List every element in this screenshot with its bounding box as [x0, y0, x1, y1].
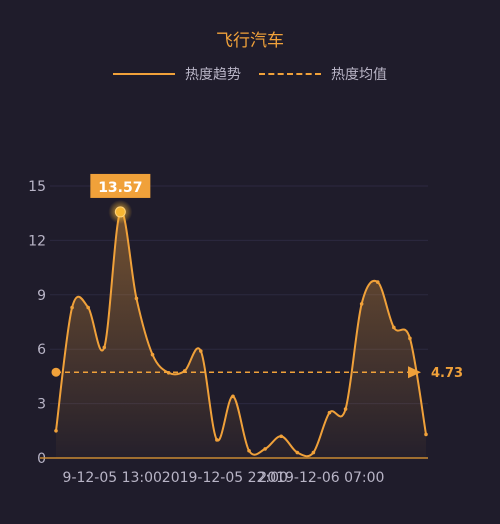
- y-tick-label: 9: [37, 288, 46, 304]
- data-point[interactable]: [327, 410, 332, 415]
- data-point[interactable]: [150, 352, 155, 357]
- legend-label-average: 热度均值: [331, 67, 387, 83]
- max-point-marker[interactable]: [114, 206, 126, 218]
- data-point[interactable]: [408, 336, 412, 341]
- legend-label-trend: 热度趋势: [185, 67, 241, 83]
- data-point[interactable]: [375, 280, 380, 284]
- legend: 热度趋势 热度均值: [0, 64, 500, 84]
- max-point-badge: [90, 173, 151, 198]
- legend-item-average[interactable]: 热度均值: [259, 64, 387, 84]
- data-point[interactable]: [295, 450, 300, 455]
- y-tick-label: 12: [28, 233, 46, 249]
- data-point[interactable]: [392, 325, 396, 330]
- max-point-label: 13.57: [98, 180, 142, 196]
- x-tick-label: 2019-12-06 07:00: [258, 470, 384, 486]
- data-point[interactable]: [343, 407, 348, 411]
- x-tick-label: 2019-12-05 22:00: [162, 470, 288, 486]
- data-point[interactable]: [102, 345, 107, 350]
- average-label: 4.73: [431, 366, 463, 381]
- data-point[interactable]: [359, 302, 364, 306]
- legend-dashed-line-icon: [259, 73, 321, 75]
- data-point[interactable]: [134, 296, 139, 301]
- y-tick-label: 15: [28, 179, 46, 195]
- average-start-dot: [51, 367, 61, 377]
- data-point[interactable]: [311, 450, 316, 455]
- average-arrow-icon: [408, 366, 421, 379]
- y-tick-label: 6: [37, 342, 46, 358]
- y-tick-label: 3: [37, 397, 46, 413]
- data-point[interactable]: [231, 394, 235, 399]
- data-point[interactable]: [86, 305, 90, 310]
- data-point[interactable]: [247, 448, 251, 453]
- data-point[interactable]: [215, 438, 219, 442]
- data-point[interactable]: [198, 349, 203, 353]
- x-tick-label: 9-12-05 13:00: [63, 470, 162, 486]
- y-tick-label: 0: [37, 451, 46, 467]
- data-point[interactable]: [263, 447, 267, 451]
- chart-title: 飞行汽车: [216, 31, 284, 51]
- data-point[interactable]: [279, 434, 284, 439]
- data-point[interactable]: [424, 432, 428, 437]
- legend-line-icon: [113, 73, 175, 75]
- data-point[interactable]: [54, 429, 58, 433]
- legend-item-trend[interactable]: 热度趋势: [113, 64, 241, 84]
- trend-area: [56, 211, 426, 458]
- data-point[interactable]: [70, 305, 74, 310]
